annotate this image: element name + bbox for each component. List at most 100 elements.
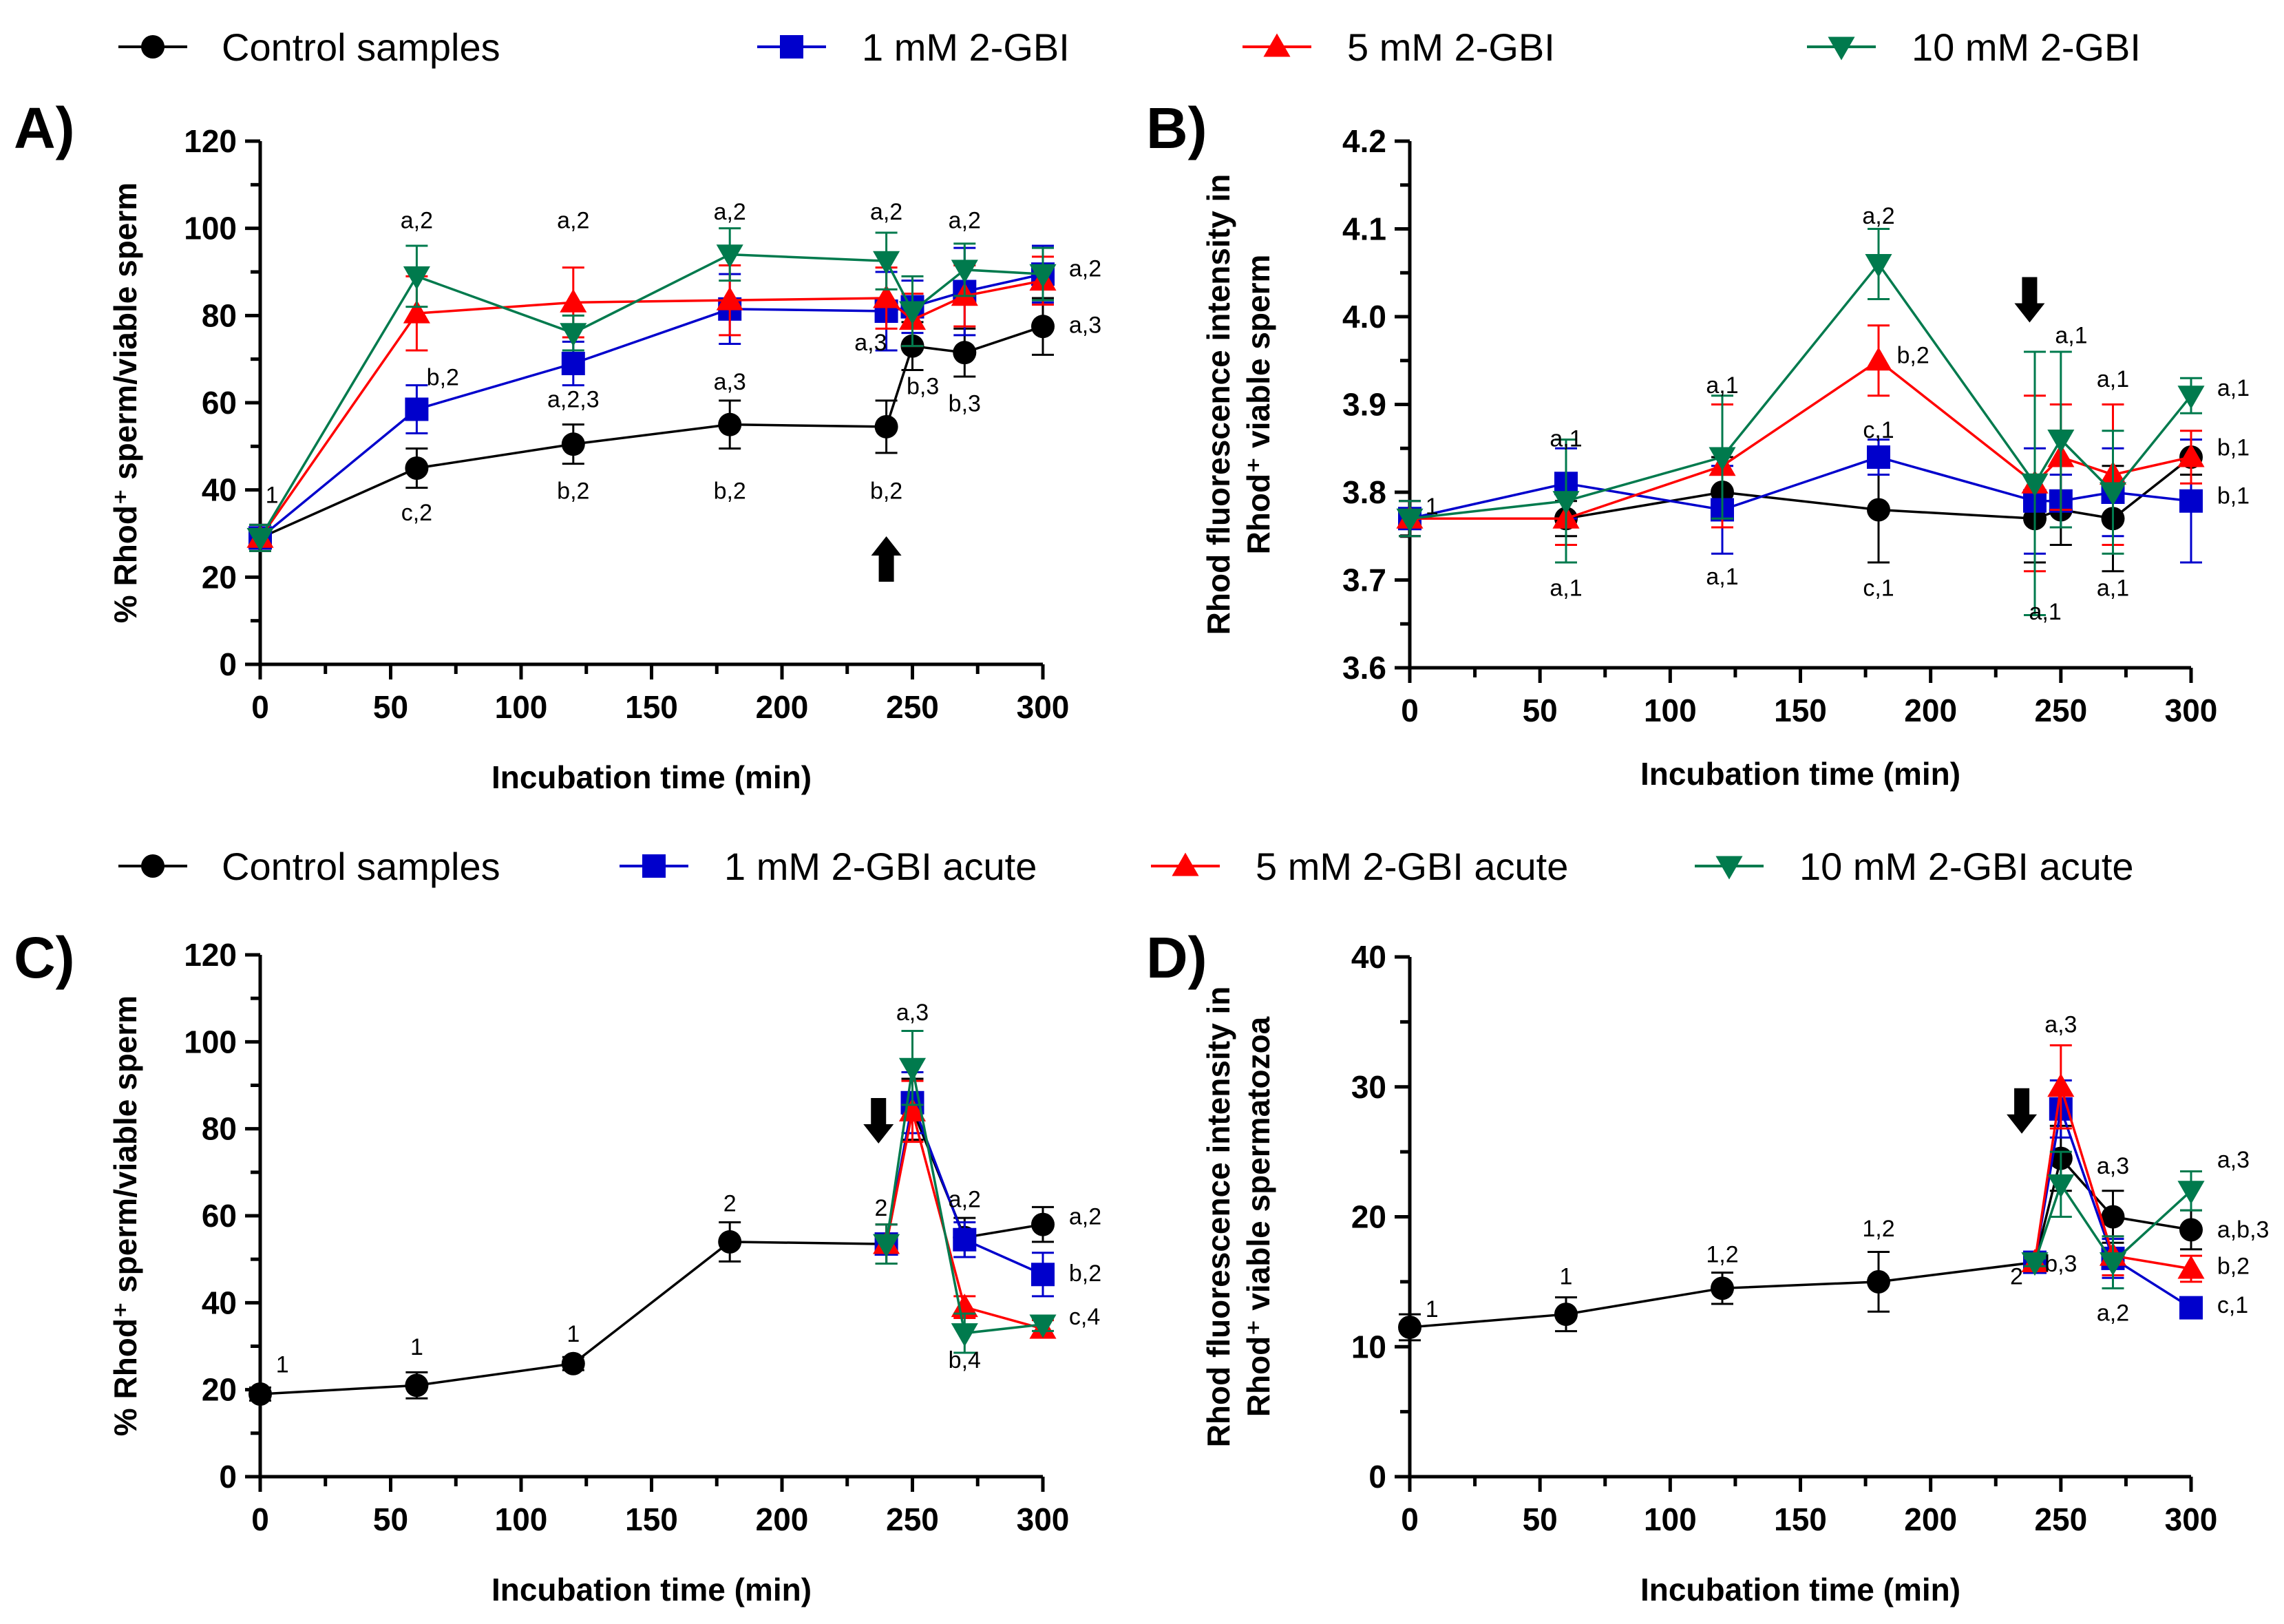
data-point-mm5 [2047,1073,2075,1097]
legend-label-10mm: 10 mM 2-GBI acute [1799,845,2134,888]
data-point-mm10 [716,244,743,268]
y-tick-label: 10 [1351,1329,1386,1364]
panel-label: A) [14,96,75,160]
x-tick-label: 0 [1401,693,1419,728]
legend-label-control: Control samples [222,25,500,69]
significance-label: a,2 [401,208,433,234]
data-point-mm10 [873,1234,900,1258]
significance-label: b,2 [427,365,459,391]
x-tick-label: 100 [1644,1501,1697,1537]
x-tick-label: 150 [625,689,678,725]
x-tick-label: 150 [625,1501,678,1537]
legend-marker-circle [141,854,165,878]
significance-label: a,b,3 [2217,1217,2270,1243]
x-axis-title: Incubation time (min) [1640,1572,1960,1607]
legend-triangle-down-icon [1828,36,1855,61]
legend-triangle-down-icon [1715,856,1743,880]
significance-label: a,2 [1862,203,1894,229]
legend-label-1mm: 1 mM 2-GBI [862,25,1070,69]
legend-item-1mm: 1 mM 2-GBI [757,25,1070,69]
y-tick-label: 100 [184,1024,237,1059]
significance-label: a,2 [2097,1300,2129,1327]
legend-marker-square [642,854,666,878]
legend-item-control: Control samples [118,845,500,888]
y-tick-label: 60 [202,1198,237,1234]
data-point-mm5 [403,299,430,324]
legend-label-5mm: 5 mM 2-GBI [1347,25,1555,69]
data-point-mm1 [1867,445,1890,469]
y-tick-label: 4.1 [1342,211,1386,247]
legend-item-10mm: 10 mM 2-GBI [1807,25,2141,69]
significance-label: a,2 [870,199,902,225]
y-tick-label: 0 [1368,1459,1386,1495]
legend-circle-icon [141,35,165,59]
data-point-control [2101,1205,2125,1229]
x-tick-label: 100 [495,1501,548,1537]
data-point-mm10 [1029,1314,1057,1338]
x-tick-label: 200 [1904,693,1957,728]
legend-label-control: Control samples [222,845,500,888]
significance-label: a,2 [949,1186,981,1212]
significance-label: c,2 [401,500,432,526]
data-point-mm1 [2179,489,2203,513]
y-tick-label: 3.9 [1342,387,1386,423]
significance-label: b,2 [714,478,746,504]
significance-label: 2 [2010,1264,2023,1290]
significance-label: a,3 [714,369,746,395]
data-point-mm10 [2021,1252,2049,1276]
x-tick-label: 50 [1523,1501,1558,1537]
x-tick-label: 150 [1774,1501,1827,1537]
significance-label: 2 [723,1191,737,1217]
data-point-control [718,412,742,436]
legend-triangle-up-icon [1263,33,1291,57]
series-line-mm10 [2033,1181,2192,1265]
significance-label: a,2 [1069,255,1101,282]
y-tick-label: 0 [219,646,237,682]
arrow-up-icon [871,536,902,582]
x-tick-label: 250 [886,1501,939,1537]
data-point-mm10 [246,527,274,551]
y-tick-label: 0 [219,1459,237,1495]
y-tick-label: 4.0 [1342,299,1386,335]
significance-label: a,3 [2217,1147,2250,1173]
data-point-control [2179,1218,2203,1242]
significance-label: 1 [1560,1264,1573,1290]
y-tick-label: 3.8 [1342,474,1386,510]
data-point-control [1554,1303,1578,1327]
significance-label: a,3 [2097,1153,2129,1179]
arrow-down-icon [2014,277,2045,323]
data-point-control [1031,1212,1055,1236]
data-point-mm10 [2177,386,2205,410]
significance-label: c,1 [1863,575,1894,601]
y-tick-label: 80 [202,297,237,333]
x-tick-label: 0 [251,1501,269,1537]
significance-label: a,2 [714,199,746,225]
significance-label: b,1 [2217,483,2250,509]
data-point-mm5 [2177,443,2205,467]
data-point-mm10 [1552,491,1580,515]
y-tick-label: 3.6 [1342,650,1386,686]
x-axis-title: Incubation time (min) [1640,756,1960,792]
significance-label: b,2 [1896,343,1929,369]
legend-bottom: Control samples 1 mM 2-GBI acute 5 mM 2-… [118,845,2134,888]
significance-label: a,1 [2097,366,2129,392]
significance-label: c,4 [1069,1304,1100,1330]
y-tick-label: 20 [1351,1199,1386,1235]
series-control [249,1077,1055,1406]
significance-label: a,2 [557,208,589,234]
significance-label: b,4 [949,1347,981,1373]
x-tick-label: 250 [2034,1501,2087,1537]
data-point-mm10 [2099,1252,2127,1276]
y-tick-label: 40 [1351,939,1386,975]
series-line-mm10 [259,253,1044,539]
significance-label: a,1 [1706,564,1738,590]
data-point-control [718,1230,742,1254]
legend-item-1mm: 1 mM 2-GBI acute [620,845,1037,888]
data-point-control [405,456,429,480]
data-point-mm10 [2099,482,2127,506]
data-point-mm1 [953,1227,977,1252]
y-axis-title: Rhod⁺ viable spermatozoa [1240,1016,1276,1417]
y-tick-label: 3.7 [1342,562,1386,598]
arrow-down-icon [2007,1088,2038,1134]
significance-label: a,2 [1069,1204,1101,1230]
